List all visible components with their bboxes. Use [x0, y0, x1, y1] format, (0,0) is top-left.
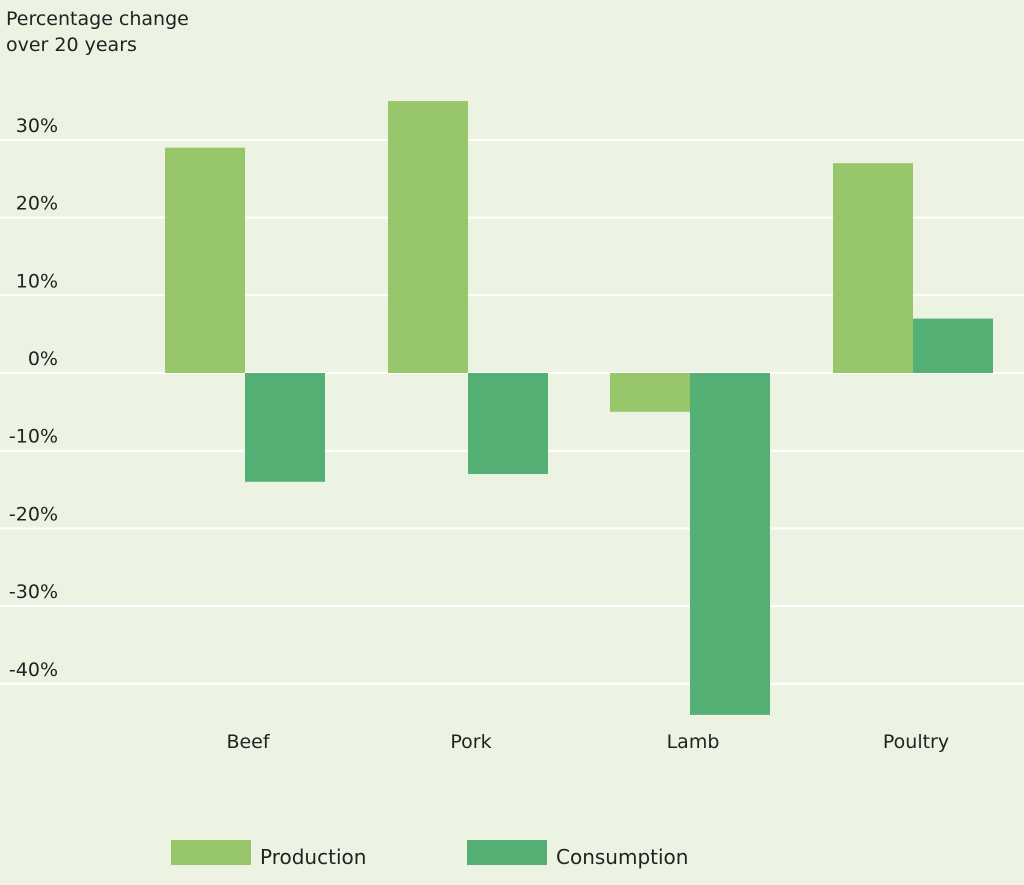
y-tick-label: -30% [9, 581, 58, 603]
bar-consumption-pork [468, 373, 548, 475]
bar-production-beef [165, 147, 245, 373]
y-tick-label: -20% [9, 503, 58, 525]
title-line-1: Percentage change [6, 8, 189, 30]
title-line-2: over 20 years [6, 34, 137, 56]
x-category-label: Pork [450, 731, 491, 753]
y-tick-label: 20% [16, 193, 58, 215]
y-tick-label: 10% [16, 270, 58, 292]
bar-production-pork [388, 101, 468, 374]
bar-consumption-lamb [690, 373, 770, 715]
x-category-label: Poultry [883, 731, 949, 753]
bar-consumption-poultry [913, 318, 993, 373]
y-tick-label: -40% [9, 659, 58, 681]
bar-consumption-beef [245, 373, 325, 482]
y-tick-label: 30% [16, 115, 58, 137]
bar-production-lamb [610, 373, 690, 412]
bar-production-poultry [833, 163, 913, 373]
x-category-label: Beef [226, 731, 270, 753]
legend-label-consumption: Consumption [556, 845, 688, 869]
x-category-label: Lamb [667, 731, 720, 753]
legend-swatch-production [171, 840, 251, 865]
chart-title: Percentage change over 20 years [6, 6, 189, 58]
y-tick-label: -10% [9, 426, 58, 448]
legend-swatch-consumption [467, 840, 547, 865]
y-tick-label: 0% [28, 348, 58, 370]
legend-label-production: Production [260, 845, 366, 869]
